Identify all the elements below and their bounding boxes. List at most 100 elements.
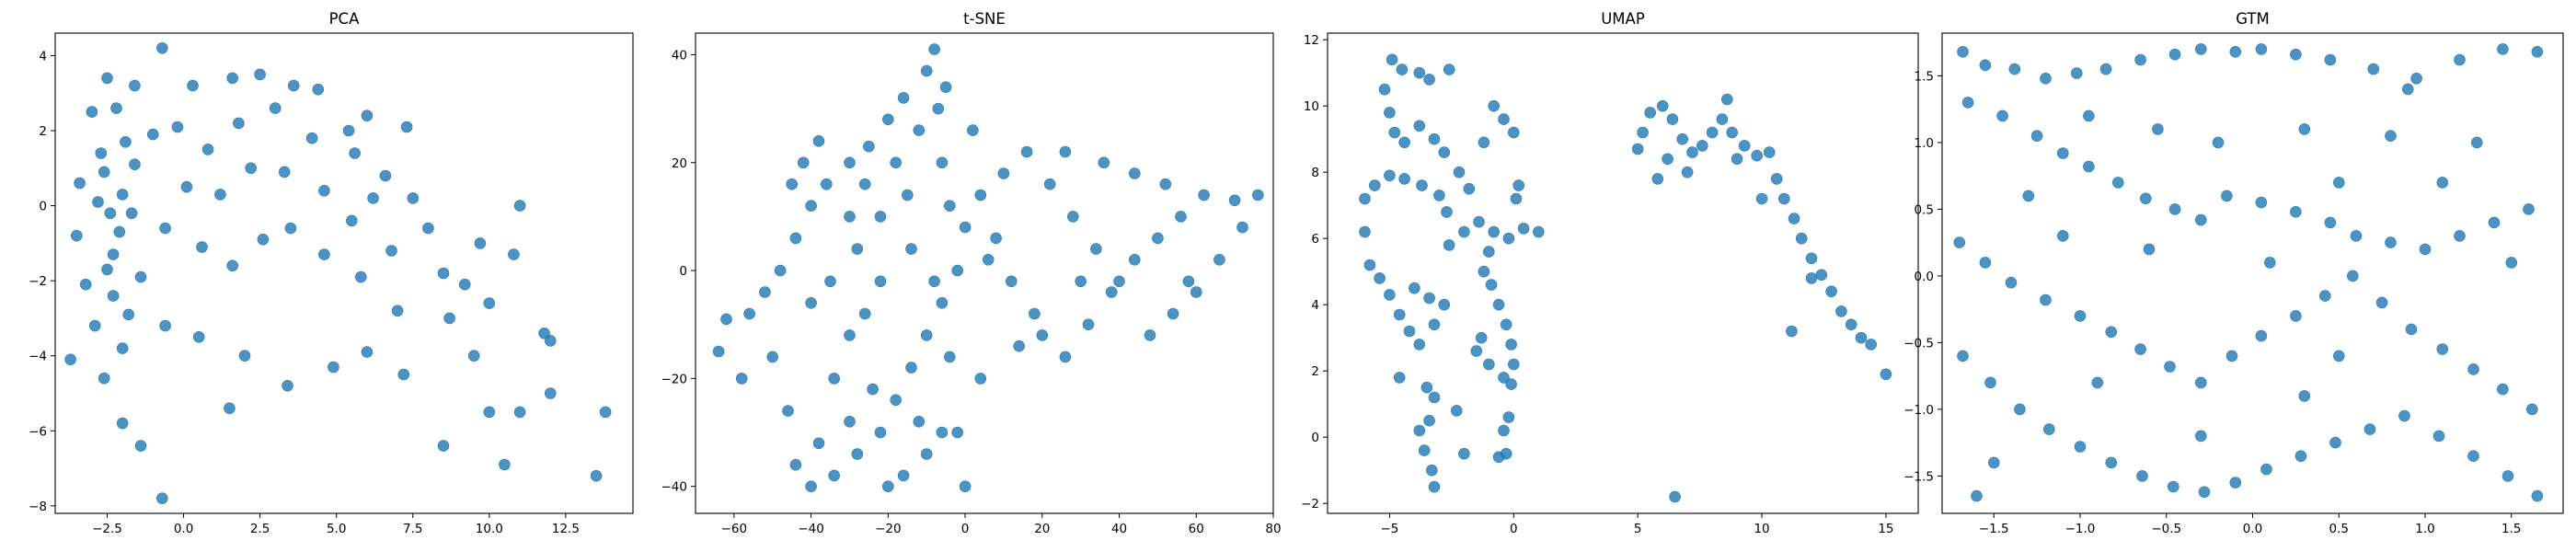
data-point xyxy=(1098,156,1110,169)
data-point xyxy=(881,480,894,493)
data-point xyxy=(284,222,297,235)
data-point xyxy=(2385,236,2397,248)
data-point xyxy=(1036,329,1049,341)
data-point xyxy=(805,200,817,212)
data-point xyxy=(196,241,208,253)
y-tick-label: 2 xyxy=(39,124,47,139)
y-tick-label: 20 xyxy=(672,156,687,171)
data-point xyxy=(974,189,987,201)
data-point xyxy=(1502,232,1515,245)
data-point xyxy=(171,121,184,133)
data-point xyxy=(1413,424,1426,437)
data-point xyxy=(1451,405,1463,417)
x-tick-label: 0 xyxy=(961,522,970,536)
y-tick-label: 1.0 xyxy=(1915,136,1934,151)
axes-frame xyxy=(1327,32,1919,514)
data-point xyxy=(1029,307,1041,320)
data-point xyxy=(2105,326,2118,339)
data-point xyxy=(1396,63,1409,75)
y-tick-label: 4 xyxy=(39,49,47,63)
data-point xyxy=(2385,130,2397,142)
data-point xyxy=(407,192,420,204)
data-point xyxy=(1426,464,1438,477)
data-point xyxy=(844,211,856,223)
y-tick-label: 0 xyxy=(1311,431,1319,445)
x-tick-label: 0 xyxy=(1510,522,1518,536)
scatter-points xyxy=(64,41,612,505)
data-point xyxy=(1175,211,1187,223)
data-point xyxy=(116,342,129,354)
data-point xyxy=(712,345,725,358)
data-point xyxy=(2043,423,2055,435)
x-tick-label: −0.5 xyxy=(2151,522,2181,536)
y-tick-label: −2 xyxy=(29,274,47,289)
data-point xyxy=(2290,206,2302,218)
data-point xyxy=(214,189,226,201)
data-point xyxy=(786,178,799,190)
y-tick-label: −0.5 xyxy=(1903,336,1934,351)
data-point xyxy=(92,196,104,208)
panel-2: t-SNE −60 −40 −20 0 20 40 60 80 −40 −20 0 20 40 xyxy=(661,10,1282,536)
data-point xyxy=(1105,286,1118,298)
data-point xyxy=(2221,190,2233,202)
panel-3: UMAP −5 0 5 10 15 −2 0 2 4 6 8 10 12 xyxy=(1301,10,1919,536)
data-point xyxy=(735,373,748,385)
x-tick-label: −40 xyxy=(798,522,824,536)
data-point xyxy=(2112,177,2124,189)
x-tick-label: 2.5 xyxy=(250,522,270,536)
data-point xyxy=(2294,450,2307,463)
data-point xyxy=(1805,252,1818,265)
data-point xyxy=(1182,275,1195,288)
data-point xyxy=(2467,363,2479,375)
data-point xyxy=(1013,339,1025,352)
data-point xyxy=(1517,223,1530,235)
data-point xyxy=(458,278,471,291)
data-point xyxy=(1953,236,1966,248)
data-point xyxy=(1485,279,1498,291)
data-point xyxy=(385,245,397,257)
data-point xyxy=(1498,424,1510,437)
data-point xyxy=(1478,265,1490,278)
data-point xyxy=(508,248,520,260)
data-point xyxy=(2497,43,2509,55)
data-point xyxy=(1252,189,1264,201)
data-point xyxy=(2083,160,2095,173)
data-point xyxy=(1075,275,1087,288)
data-point xyxy=(2168,48,2181,61)
data-point xyxy=(1428,391,1441,404)
data-point xyxy=(890,156,903,169)
data-point xyxy=(159,222,171,235)
data-point xyxy=(936,296,949,309)
data-point xyxy=(2140,192,2152,205)
data-point xyxy=(936,156,949,169)
data-point xyxy=(1984,376,1996,389)
data-point xyxy=(2497,383,2509,396)
data-point xyxy=(1488,99,1500,112)
data-point xyxy=(1763,146,1776,158)
data-point xyxy=(1996,109,2008,122)
data-point xyxy=(990,232,1002,245)
data-point xyxy=(278,166,291,178)
data-point xyxy=(1706,126,1719,139)
data-point xyxy=(844,415,856,428)
data-point xyxy=(367,192,379,204)
data-point xyxy=(2333,177,2345,189)
data-point xyxy=(805,296,817,309)
data-point xyxy=(2198,486,2211,499)
data-point xyxy=(2347,270,2359,282)
data-point xyxy=(2290,310,2302,322)
data-point xyxy=(2134,53,2146,66)
data-point xyxy=(349,147,361,159)
data-point xyxy=(2264,257,2276,269)
data-point xyxy=(867,383,879,396)
data-point xyxy=(1508,358,1520,371)
data-point xyxy=(844,329,856,341)
x-tick-label: 7.5 xyxy=(403,522,422,536)
data-point xyxy=(920,64,933,77)
data-point xyxy=(1403,325,1416,338)
data-point xyxy=(1006,275,1018,288)
data-point xyxy=(2022,190,2035,202)
data-point xyxy=(1228,194,1241,207)
data-point xyxy=(1483,358,1495,371)
